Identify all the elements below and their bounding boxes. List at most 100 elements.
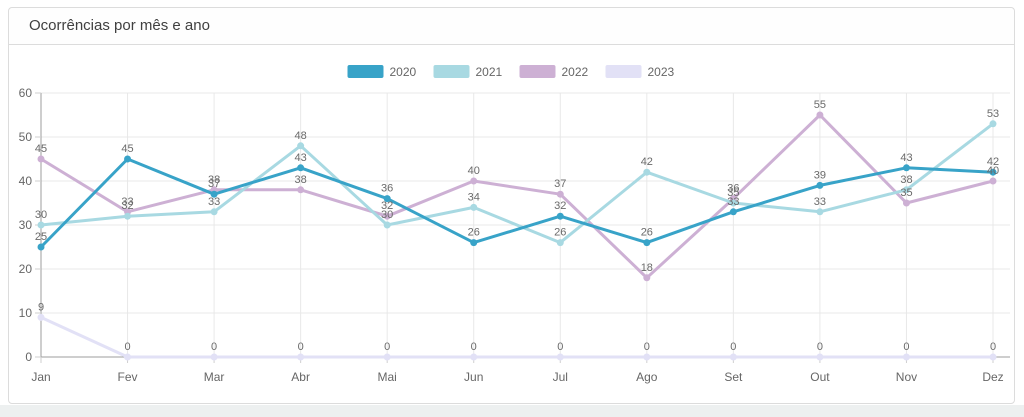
data-label-2020-Ago: 26 — [641, 227, 653, 239]
legend-item-2020[interactable]: 2020 — [347, 65, 417, 79]
data-point-2020-Mai — [383, 195, 391, 203]
data-point-2021-Jun — [470, 203, 478, 211]
data-point-2022-Ago — [643, 274, 651, 282]
data-point-2020-Abr — [297, 164, 305, 172]
series-2023 — [37, 313, 997, 361]
data-point-2023-Jul — [556, 353, 564, 361]
data-point-2021-Mar — [210, 208, 218, 216]
data-label-2022-Fev: 33 — [121, 196, 133, 208]
data-label-2020-Out: 39 — [814, 169, 826, 181]
data-point-2023-Out — [816, 353, 824, 361]
data-label-2020-Jul: 32 — [554, 200, 566, 212]
data-label-2022-Mar: 38 — [208, 174, 220, 186]
data-label-2021-Dez: 53 — [987, 108, 999, 120]
data-point-2021-Mai — [383, 221, 391, 229]
data-point-2023-Abr — [297, 353, 305, 361]
x-tick-label-Jun: Jun — [464, 370, 483, 384]
data-label-2021-Abr: 48 — [295, 130, 307, 142]
data-label-2020-Fev: 45 — [121, 143, 133, 155]
data-label-2023-Abr: 0 — [298, 341, 304, 353]
data-label-2022-Ago: 18 — [641, 262, 653, 274]
legend-label-2021: 2021 — [476, 65, 503, 79]
data-label-2021-Nov: 38 — [900, 174, 912, 186]
data-point-2023-Set — [729, 353, 737, 361]
data-label-2022-Jun: 40 — [468, 165, 480, 177]
legend-swatch-2021 — [433, 65, 470, 78]
data-label-2023-Nov: 0 — [903, 341, 909, 353]
data-label-2023-Mar: 0 — [211, 341, 217, 353]
data-point-2022-Out — [816, 111, 824, 119]
data-point-2023-Fev — [124, 353, 132, 361]
data-label-2022-Dez: 40 — [987, 165, 999, 177]
data-point-2020-Dez — [989, 168, 997, 176]
chart-container: 25 45 37 43 36 26 32 26 33 39 43 42 30 32 33 48 30 34 26 42… — [9, 45, 1014, 403]
data-point-2023-Jun — [470, 353, 478, 361]
data-point-2022-Nov — [902, 199, 910, 207]
data-label-2022-Jan: 45 — [35, 143, 47, 155]
y-tick-label: 40 — [19, 174, 33, 188]
data-label-2023-Jan: 9 — [38, 301, 44, 313]
legend-item-2021[interactable]: 2021 — [433, 65, 503, 79]
data-point-2020-Nov — [902, 164, 910, 172]
data-point-2023-Ago — [643, 353, 651, 361]
legend-swatch-2022 — [519, 65, 556, 78]
data-point-2021-Set — [729, 199, 737, 207]
data-point-2020-Mar — [210, 190, 218, 198]
data-label-2023-Ago: 0 — [644, 341, 650, 353]
data-label-2021-Mar: 33 — [208, 196, 220, 208]
data-point-2020-Set — [729, 208, 737, 216]
panel-heading: Ocorrências por mês e ano — [9, 8, 1014, 45]
x-tick-label-Nov: Nov — [896, 370, 917, 384]
x-tick-label-Fev: Fev — [118, 370, 138, 384]
x-tick-label-Ago: Ago — [636, 370, 658, 384]
data-label-2021-Jul: 26 — [554, 227, 566, 239]
data-label-2022-Out: 55 — [814, 99, 826, 111]
y-tick-label: 60 — [19, 86, 33, 100]
data-point-2022-Jan — [37, 155, 45, 163]
data-label-2020-Mar: 37 — [208, 178, 220, 190]
data-label-2021-Mai: 30 — [381, 209, 393, 221]
data-point-2022-Abr — [297, 186, 305, 194]
data-label-2021-Jan: 30 — [35, 209, 47, 221]
data-point-2023-Jan — [37, 313, 45, 321]
data-point-2022-Mai — [383, 212, 391, 220]
data-point-2021-Jan — [37, 221, 45, 229]
data-label-2021-Out: 33 — [814, 196, 826, 208]
y-tick-label: 0 — [25, 350, 32, 364]
x-tick-label-Set: Set — [724, 370, 743, 384]
chart-legend: 2020 2021 2022 2023 — [347, 65, 675, 79]
data-point-2021-Nov — [902, 186, 910, 194]
data-point-2020-Jul — [556, 212, 564, 220]
legend-item-2023[interactable]: 2023 — [605, 65, 675, 79]
data-label-2023-Jun: 0 — [471, 341, 477, 353]
data-point-2021-Dez — [989, 120, 997, 128]
panel-title: Ocorrências por mês e ano — [29, 17, 210, 34]
axis-tick-labels: 0 10 20 30 40 50 60 Jan Fev Mar Abr Mai Jun Jul Ago Set… — [19, 86, 1004, 384]
data-label-2020-Abr: 43 — [295, 152, 307, 164]
x-tick-label-Mai: Mai — [378, 370, 397, 384]
x-tick-label-Mar: Mar — [204, 370, 225, 384]
legend-item-2022[interactable]: 2022 — [519, 65, 589, 79]
legend-label-2022: 2022 — [562, 65, 589, 79]
data-label-2023-Set: 0 — [730, 341, 736, 353]
data-point-2023-Nov — [902, 353, 910, 361]
data-label-2022-Abr: 38 — [295, 174, 307, 186]
data-label-2020-Jun: 26 — [468, 227, 480, 239]
data-point-2022-Jul — [556, 190, 564, 198]
data-point-2020-Jan — [37, 243, 45, 251]
data-point-2021-Out — [816, 208, 824, 216]
data-label-2020-Jan: 25 — [35, 231, 47, 243]
series-2020 — [37, 155, 997, 251]
data-label-2022-Mai: 32 — [381, 200, 393, 212]
data-label-2021-Fev: 32 — [121, 200, 133, 212]
data-label-2023-Out: 0 — [817, 341, 823, 353]
data-point-2022-Jun — [470, 177, 478, 185]
data-label-2020-Set: 33 — [727, 196, 739, 208]
x-tick-label-Dez: Dez — [982, 370, 1003, 384]
occurrences-panel: Ocorrências por mês e ano 25 45 37 43 36 26 32… — [8, 7, 1015, 404]
page-bottom-strip — [0, 405, 1024, 417]
data-point-2023-Mar — [210, 353, 218, 361]
